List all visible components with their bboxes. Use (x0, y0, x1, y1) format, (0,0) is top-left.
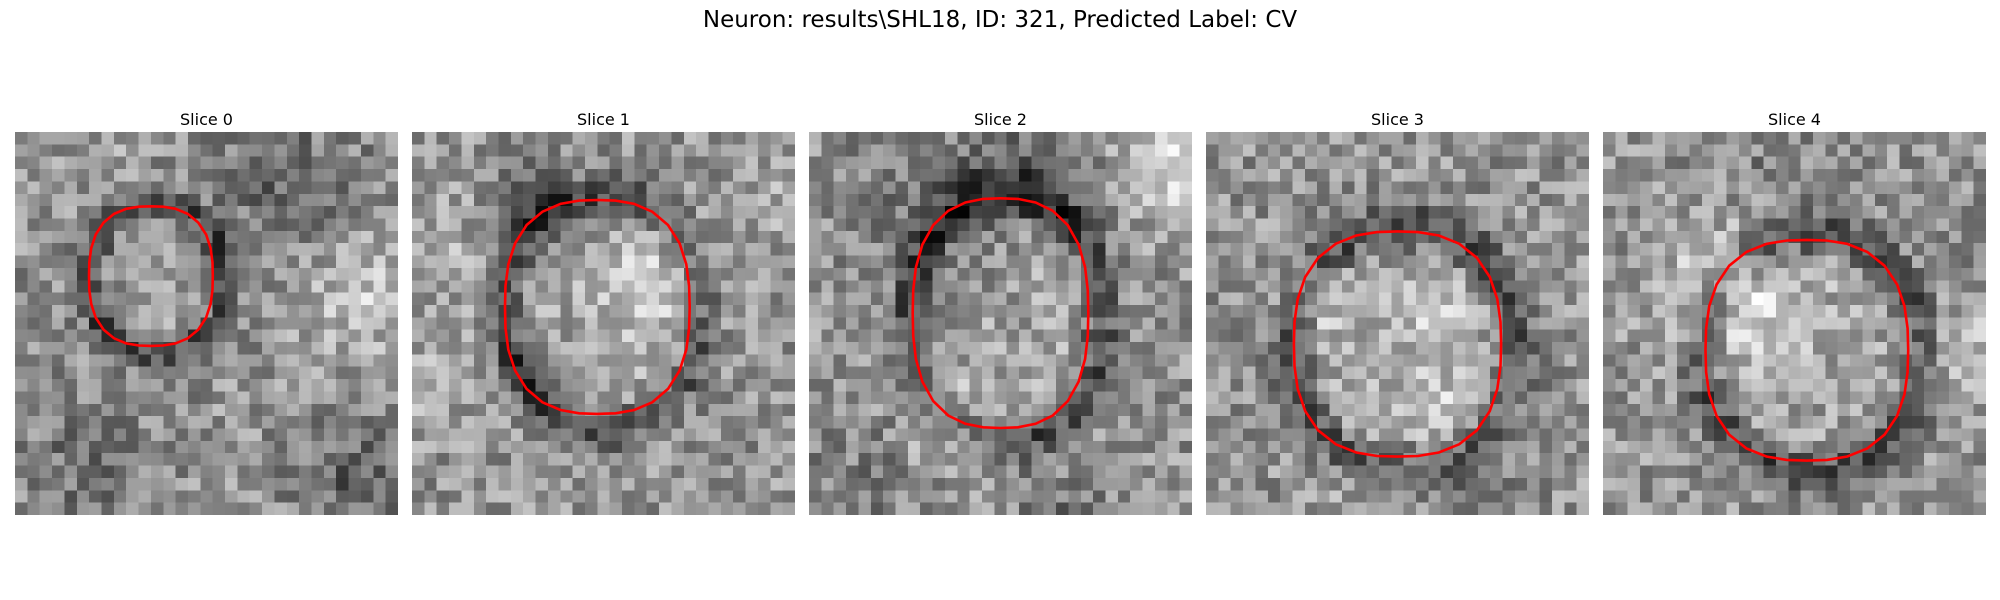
slice-title: Slice 1 (577, 110, 630, 129)
roi-contour (1704, 238, 1910, 462)
roi-outline (911, 196, 1090, 430)
slice-image (1603, 132, 1986, 515)
slice-image (412, 132, 795, 515)
figure-title: Neuron: results\SHL18, ID: 321, Predicte… (702, 7, 1298, 33)
slice-image (1206, 132, 1589, 515)
slice-image (809, 132, 1192, 515)
roi-outline (87, 204, 215, 348)
roi-outline (1292, 230, 1503, 458)
slice-title: Slice 0 (180, 110, 233, 129)
slice-panel-3: Slice 3 (1206, 108, 1589, 515)
slice-image (15, 132, 398, 515)
slice-panel-0: Slice 0 (15, 108, 398, 515)
roi-contour (911, 196, 1090, 430)
slice-title: Slice 4 (1768, 110, 1821, 129)
slice-panel-2: Slice 2 (809, 108, 1192, 515)
roi-outline (503, 198, 692, 416)
roi-contour (87, 204, 215, 348)
slice-panel-1: Slice 1 (412, 108, 795, 515)
slice-title: Slice 3 (1371, 110, 1424, 129)
roi-contour (503, 198, 692, 416)
slice-title: Slice 2 (974, 110, 1027, 129)
slice-panel-4: Slice 4 (1603, 108, 1986, 515)
roi-contour (1292, 230, 1503, 458)
roi-outline (1704, 238, 1910, 462)
